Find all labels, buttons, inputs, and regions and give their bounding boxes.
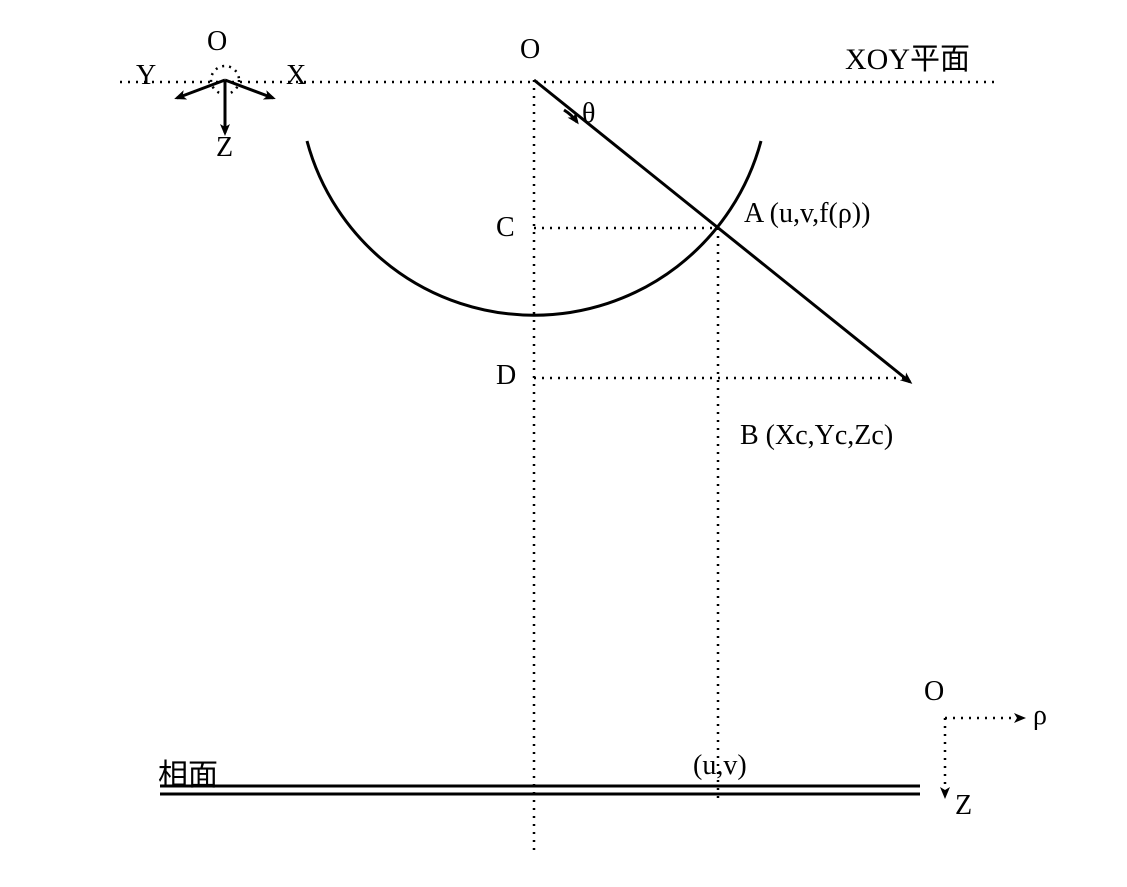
label-image-plane: 相面 — [158, 750, 218, 794]
label-x: X — [286, 60, 306, 92]
label-y: Y — [136, 60, 156, 92]
diagram-canvas: O Y X Z O XOY平面 θ C D A (u,v,f(ρ)) B (Xc… — [0, 0, 1127, 887]
label-a: A (u,v,f(ρ)) — [744, 198, 870, 230]
label-d: D — [496, 360, 516, 392]
label-uv: (u,v) — [693, 750, 747, 782]
label-xoy-plane: XOY平面 — [845, 34, 970, 78]
label-o-axes: O — [207, 26, 227, 58]
label-c: C — [496, 212, 515, 244]
label-b: B (Xc,Yc,Zc) — [740, 420, 893, 452]
label-rho: ρ — [1033, 700, 1047, 732]
label-z: Z — [216, 132, 233, 164]
label-o-origin: O — [520, 34, 540, 66]
label-o-small: O — [924, 676, 944, 708]
label-theta: θ — [582, 98, 595, 130]
label-z-small: Z — [955, 790, 972, 822]
